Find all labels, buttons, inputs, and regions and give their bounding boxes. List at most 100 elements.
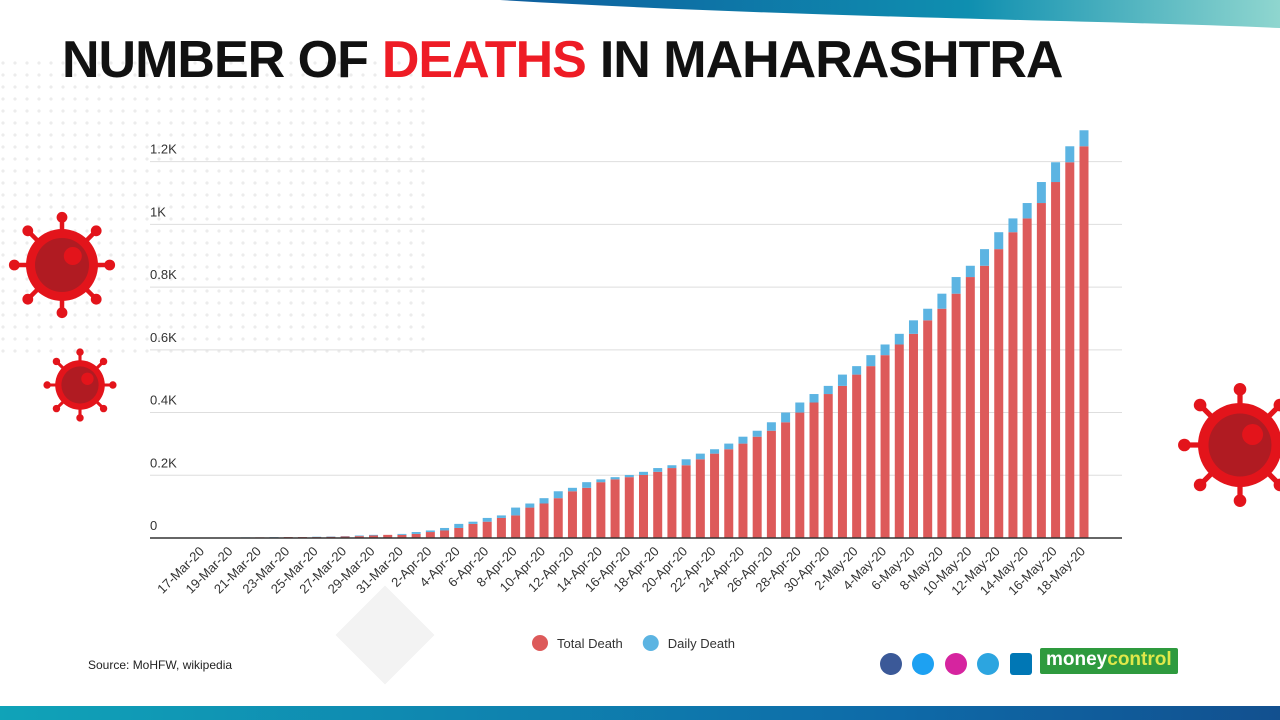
bar-segment [1051, 162, 1061, 183]
bar-segment [724, 443, 734, 450]
bar-segment [639, 471, 648, 475]
bar-segment [1065, 162, 1075, 538]
y-tick-label: 0.2K [150, 455, 177, 470]
bar-segment [440, 530, 450, 538]
bar-segment [1008, 218, 1018, 233]
bar-segment [1036, 203, 1046, 538]
bar-segment [965, 265, 975, 278]
bar-segment [496, 517, 506, 538]
bar-segment [866, 355, 876, 367]
bar-segment [511, 507, 521, 516]
bar-segment [525, 503, 535, 508]
bar-segment [411, 532, 421, 534]
bar-segment [354, 535, 364, 537]
bar-segment [1022, 218, 1032, 538]
bar-segment [880, 344, 890, 356]
bar-segment [980, 265, 990, 538]
bar-segment [852, 366, 862, 375]
bar-segment [795, 412, 805, 538]
bar-segment [482, 517, 492, 522]
bar-segment [951, 277, 961, 294]
title: NUMBER OF DEATHS IN MAHARASHTRA [62, 30, 1076, 90]
title-highlight: DEATHS [381, 31, 587, 89]
bar-segment [440, 527, 450, 531]
bar-segment [837, 374, 847, 386]
bar-segment [610, 477, 620, 480]
source: Source: MoHFW, wikipedia [88, 658, 233, 672]
bar-segment [624, 477, 634, 538]
bar-segment [397, 533, 407, 535]
bar-segment [454, 527, 464, 538]
bar-segment [1051, 182, 1061, 539]
bar-segment [1065, 146, 1075, 163]
title-part: NUMBER OF [62, 31, 369, 89]
bar-segment [567, 491, 577, 538]
bar-segment [582, 487, 592, 538]
bar-segment [837, 385, 847, 538]
bar-segment [539, 503, 549, 538]
bar-segment [795, 402, 805, 413]
bar-segment [965, 277, 975, 538]
bar-segment [369, 535, 379, 538]
y-tick-label: 0.6K [150, 330, 177, 345]
bar-segment [1036, 182, 1046, 204]
bar-segment [596, 482, 606, 538]
bar-segment [752, 430, 762, 437]
bar-segment [624, 474, 634, 478]
bar-segment [667, 468, 677, 538]
bar-segment [553, 491, 563, 499]
bar-segment [752, 436, 762, 538]
bar-segment [937, 308, 947, 538]
bar-segment [695, 453, 705, 460]
bar-segment [411, 533, 421, 538]
bar-segment [639, 474, 648, 538]
bar-segment [923, 308, 933, 321]
bar-segment [980, 249, 990, 266]
bar-segment [369, 534, 379, 536]
bar-segment [383, 534, 393, 538]
y-tick-label: 1.2K [150, 142, 177, 157]
bar-segment [1008, 232, 1018, 539]
legend-marker [532, 635, 548, 651]
y-tick-label: 0.4K [150, 393, 177, 408]
bar-segment [468, 521, 478, 524]
legend-label: Daily Death [668, 636, 735, 651]
bar-segment [596, 479, 606, 483]
legend-label: Total Death [557, 636, 623, 651]
bar-segment [340, 536, 350, 538]
bar-segment [1079, 130, 1089, 147]
y-tick-label: 0.8K [150, 267, 177, 282]
bar-segment [951, 293, 961, 538]
bar-segment [582, 482, 592, 488]
bar-segment [908, 320, 918, 334]
bar-segment [653, 468, 663, 472]
bar-segment [724, 449, 734, 538]
logo: moneycontrol [1040, 648, 1178, 674]
bar-segment [781, 412, 791, 423]
bar-segment [852, 374, 862, 538]
y-tick-label: 0 [150, 518, 157, 533]
bar-segment [681, 459, 691, 466]
bar-segment [710, 449, 720, 454]
bar-segment [866, 366, 876, 538]
bar-segment [710, 453, 720, 538]
title-part: IN MAHARASHTRA [599, 31, 1064, 89]
bar-segment [454, 523, 464, 528]
bar-segment [610, 479, 620, 538]
bar-segment [397, 534, 407, 538]
bar-segment [525, 507, 535, 538]
bar-segment [553, 498, 563, 538]
bar-segment [766, 422, 776, 431]
bar-segment [880, 355, 890, 538]
bar-segment [1079, 146, 1089, 538]
bar-segment [809, 402, 819, 538]
bar-segment [738, 443, 748, 538]
bar-segment [567, 487, 577, 492]
y-tick-label: 1K [150, 204, 166, 219]
bar-segment [923, 320, 933, 538]
bar-segment [354, 536, 364, 538]
bar-segment [994, 249, 1004, 538]
